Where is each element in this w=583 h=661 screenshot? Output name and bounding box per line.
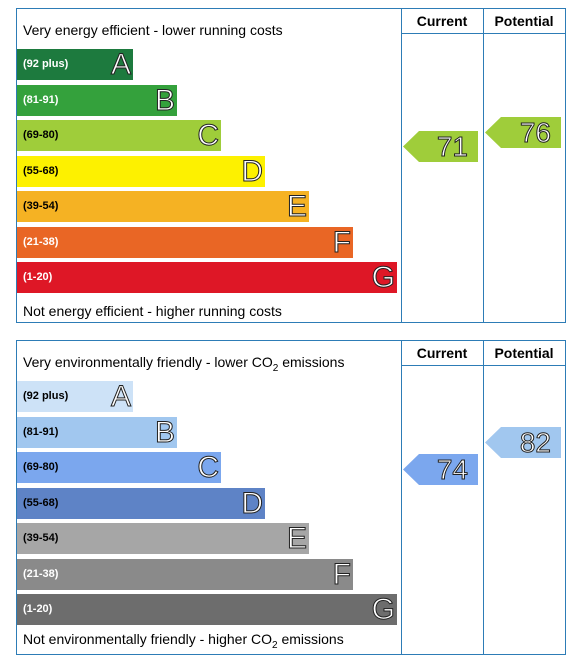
band-range-label: (21-38) [23, 235, 59, 248]
band-e: (39-54) E [17, 522, 309, 555]
potential-column-divider [483, 9, 484, 322]
energy-efficiency-panel: Current Potential Very energy efficient … [16, 8, 566, 323]
band-range-label: (39-54) [23, 200, 59, 212]
potential-rating-value: 76 [519, 117, 551, 149]
band-range-label: (69-80) [23, 461, 59, 473]
band-d: (55-68) D [17, 486, 265, 520]
band-range-label: (92 plus) [23, 58, 69, 70]
potential-column-divider [483, 341, 484, 654]
band-range-label: (1-20) [23, 603, 53, 615]
band-letter: G [371, 261, 395, 294]
current-header: Current [416, 345, 468, 361]
band-range-label: (92 plus) [23, 390, 69, 402]
band-range-label: (1-20) [23, 271, 53, 283]
band-a: (92 plus) A [17, 380, 133, 413]
current-rating-arrow: 71 [403, 131, 478, 163]
current-column-divider [401, 9, 402, 322]
band-f: (21-38) F [17, 557, 353, 591]
band-letter: A [110, 380, 131, 413]
band-a: (92 plus) A [17, 48, 133, 81]
header-divider [401, 365, 565, 366]
current-column-divider [401, 341, 402, 654]
current-rating-arrow: 74 [403, 454, 478, 486]
band-letter: C [197, 119, 220, 152]
band-c: (69-80) C [17, 451, 221, 484]
band-letter: D [241, 154, 264, 188]
potential-rating-arrow: 76 [485, 117, 561, 149]
band-range-label: (81-91) [23, 93, 59, 106]
band-b: (81-91) B [17, 83, 177, 117]
band-letter: D [241, 486, 264, 520]
band-range-label: (69-80) [23, 129, 59, 141]
header-divider [401, 33, 565, 34]
band-e: (39-54) E [17, 190, 309, 223]
band-letter: E [286, 190, 307, 223]
band-letter: F [332, 557, 351, 591]
band-d: (55-68) D [17, 154, 265, 188]
potential-header: Potential [494, 13, 554, 29]
band-letter: A [110, 48, 131, 81]
band-letter: B [154, 415, 175, 449]
current-rating-value: 74 [436, 454, 468, 486]
environment-bottom-text: Not environmentally friendly - higher CO… [23, 631, 344, 651]
energy-top-text: Very energy efficient - lower running co… [23, 22, 283, 38]
current-rating-value: 71 [436, 131, 468, 163]
potential-rating-value: 82 [519, 427, 551, 459]
band-letter: B [154, 83, 175, 117]
band-c: (69-80) C [17, 119, 221, 152]
environment-top-text: Very environmentally friendly - lower CO… [23, 354, 345, 374]
energy-bottom-text: Not energy efficient - higher running co… [23, 303, 282, 319]
band-range-label: (39-54) [23, 532, 59, 544]
band-letter: E [286, 522, 307, 555]
band-range-label: (55-68) [23, 164, 59, 177]
band-letter: C [197, 451, 220, 484]
band-f: (21-38) F [17, 225, 353, 259]
band-range-label: (55-68) [23, 496, 59, 509]
environmental-impact-panel: Current Potential Very environmentally f… [16, 340, 566, 655]
band-b: (81-91) B [17, 415, 177, 449]
band-letter: G [371, 593, 395, 626]
band-g: (1-20) G [17, 261, 397, 294]
current-header: Current [416, 13, 468, 29]
band-letter: F [332, 225, 351, 259]
band-range-label: (21-38) [23, 567, 59, 580]
band-g: (1-20) G [17, 593, 397, 626]
potential-header: Potential [494, 345, 554, 361]
potential-rating-arrow: 82 [485, 427, 561, 459]
band-range-label: (81-91) [23, 425, 59, 438]
